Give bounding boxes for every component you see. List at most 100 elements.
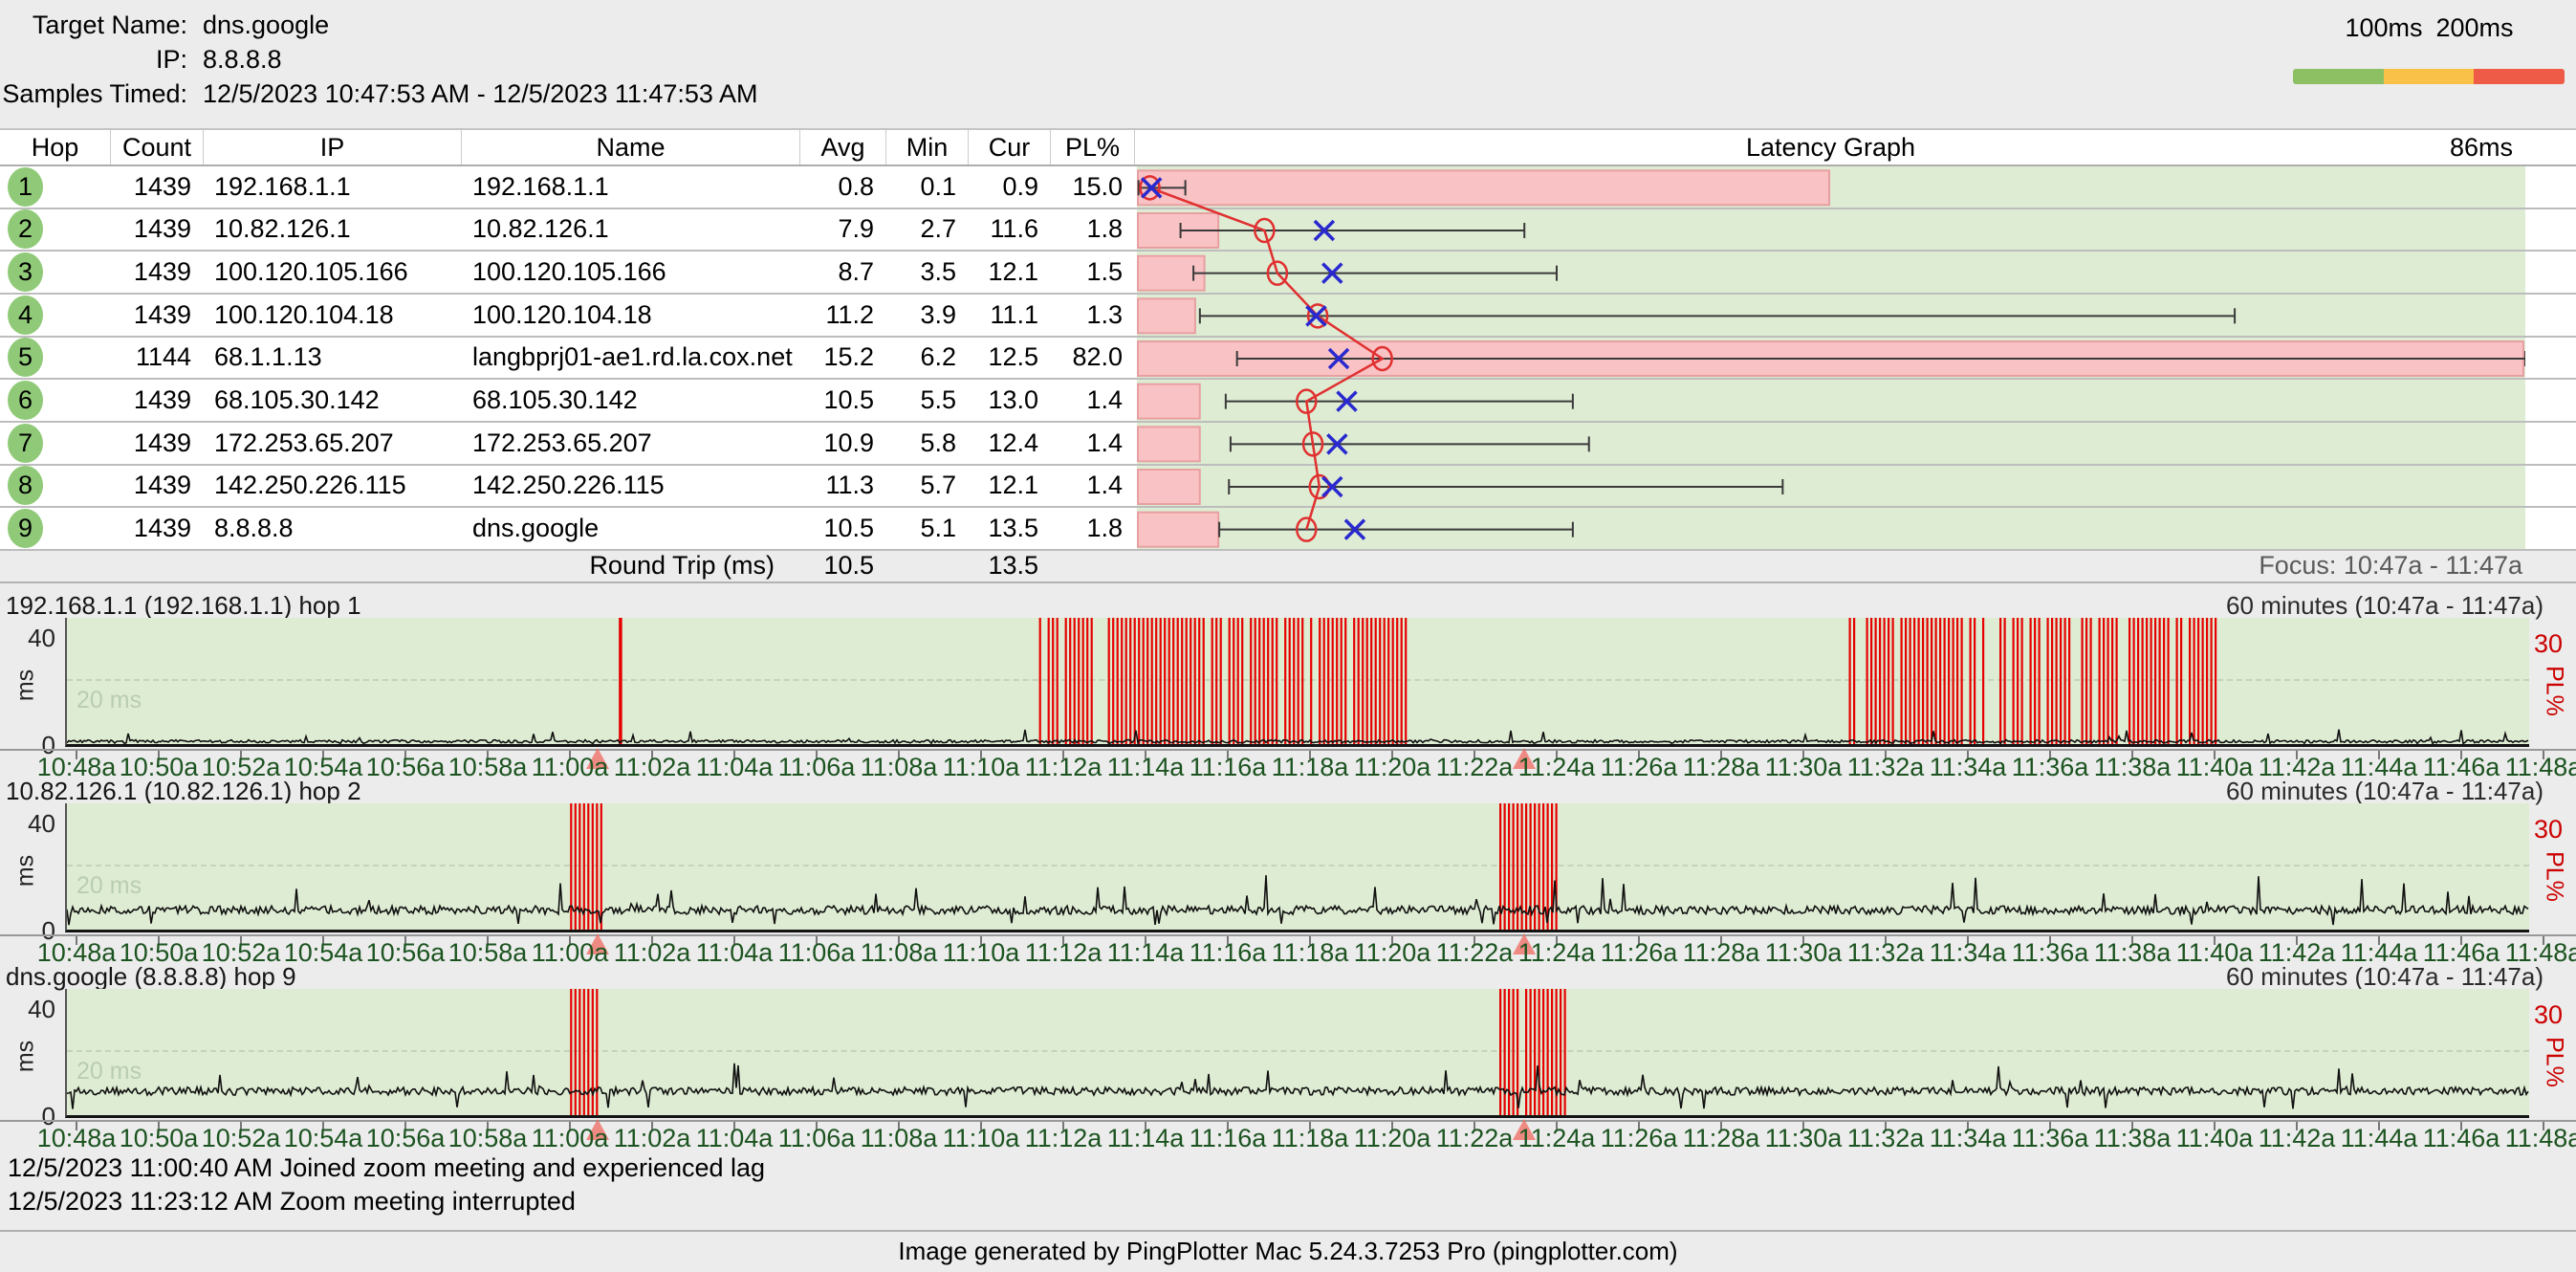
timeline-hop-1[interactable]: 192.168.1.1 (192.168.1.1) hop 1 60 minut… <box>0 591 2576 781</box>
time-tick <box>1062 751 1064 759</box>
hop-row-8[interactable]: 8 1439 142.250.226.115 142.250.226.115 11.3 5… <box>0 465 2576 509</box>
hop-avg: 7.9 <box>838 214 874 244</box>
time-tick <box>2131 1122 2133 1130</box>
annotation-marker-icon[interactable] <box>585 748 609 769</box>
time-tick <box>1145 1122 1146 1130</box>
time-tick <box>2214 751 2216 759</box>
hop-cell: 6 <box>0 380 110 421</box>
time-tick <box>898 936 900 945</box>
hop-cur: 12.1 <box>988 471 1038 500</box>
time-tick-label: 11:24a <box>1517 938 1596 967</box>
hop-cell: 8 <box>0 466 110 507</box>
col-header-avg: Avg <box>799 130 885 164</box>
time-tick <box>158 751 160 759</box>
y-axis-0-label: 0 <box>41 731 55 759</box>
time-tick <box>1145 751 1146 759</box>
hop-row-7[interactable]: 7 1439 172.253.65.207 172.253.65.207 10.9 5.8… <box>0 422 2576 466</box>
time-tick <box>2049 751 2051 759</box>
hop-row-4[interactable]: 4 1439 100.120.104.18 100.120.104.18 11.2 3.9… <box>0 294 2576 338</box>
time-tick-label: 11:32a <box>1846 1124 1925 1152</box>
time-tick <box>1720 1122 1722 1130</box>
hop-row-2[interactable]: 2 1439 10.82.126.1 10.82.126.1 7.9 2.7 11.6 1.8 <box>0 208 2576 252</box>
time-tick-label: 11:20a <box>1353 938 1431 967</box>
latency-graph-title: Latency Graph <box>1745 132 1916 162</box>
time-tick <box>404 751 406 759</box>
time-tick-label: 11:36a <box>2011 1124 2089 1152</box>
time-tick <box>898 1122 900 1130</box>
threshold-20ms-line <box>67 865 2529 866</box>
hop-cur: 11.6 <box>990 214 1038 244</box>
timeline-plot[interactable]: 20 ms <box>65 803 2529 932</box>
time-tick-label: 11:12a <box>1024 1124 1102 1152</box>
samples-timed-value: 12/5/2023 10:47:53 AM - 12/5/2023 11:47:… <box>203 79 758 108</box>
time-tick-label: 10:50a <box>119 938 199 967</box>
timeline-hop-9[interactable]: dns.google (8.8.8.8) hop 9 60 minutes (1… <box>0 962 2576 1152</box>
time-tick <box>322 751 324 759</box>
hop-cur: 12.5 <box>988 342 1038 372</box>
time-tick-label: 11:42a <box>2258 1124 2336 1152</box>
time-tick <box>1474 936 1475 945</box>
hop-row-6[interactable]: 6 1439 68.105.30.142 68.105.30.142 10.5 5.5 13… <box>0 380 2576 423</box>
time-tick-label: 11:18a <box>1271 1124 1349 1152</box>
samples-timed-label: Samples Timed: <box>2 79 187 108</box>
time-tick <box>76 1122 77 1130</box>
time-tick <box>1309 751 1311 759</box>
annotation-marker-icon[interactable] <box>585 1119 609 1140</box>
time-tick <box>1474 751 1475 759</box>
time-tick <box>651 936 653 945</box>
round-trip-avg: 10.5 <box>823 551 874 581</box>
hop-count: 1439 <box>133 514 191 543</box>
focus-range-label: Focus: 10:47a - 11:47a <box>2259 551 2522 581</box>
legend-200ms-label: 200ms <box>2435 13 2514 42</box>
hop-pl: 1.4 <box>1086 471 1123 500</box>
time-tick-label: 11:36a <box>2011 938 2089 967</box>
hop-row-1[interactable]: 1 1439 192.168.1.1 192.168.1.1 0.8 0.1 0.9 15.0 <box>0 166 2576 209</box>
time-tick <box>1556 751 1558 759</box>
hop-table: Hop Count IP Name Avg Min Cur PL% Latenc… <box>0 128 2576 583</box>
hop-table-body: 1 1439 192.168.1.1 192.168.1.1 0.8 0.1 0.9 15.0… <box>0 166 2576 551</box>
time-tick-label: 10:56a <box>365 1124 446 1152</box>
hop-row-5[interactable]: 5 1144 68.1.1.13 langbprj01-ae1.rd.la.cox.n… <box>0 337 2576 381</box>
hop-row-3[interactable]: 3 1439 100.120.105.166 100.120.105.166 8.7 3.… <box>0 252 2576 295</box>
col-header-latency-graph: Latency Graph 86ms <box>1134 130 2576 164</box>
y-axis-ms-label: ms <box>11 1040 39 1073</box>
hop-name: 142.250.226.115 <box>472 471 665 500</box>
y-axis-ms-label: ms <box>11 854 39 888</box>
time-tick-label: 11:06a <box>777 938 856 967</box>
time-tick <box>1227 751 1229 759</box>
time-tick-label: 11:28a <box>1682 753 1760 781</box>
time-tick-label: 11:38a <box>2093 1124 2172 1152</box>
y-axis-0-label: 0 <box>41 1102 55 1130</box>
annotation-marker-icon[interactable] <box>1512 933 1536 954</box>
time-tick <box>1638 751 1640 759</box>
time-tick <box>2460 936 2462 945</box>
time-tick <box>980 1122 982 1130</box>
hop-count: 1439 <box>133 428 191 457</box>
time-tick <box>1391 751 1393 759</box>
hop-pl: 15.0 <box>1072 171 1123 201</box>
time-tick-label: 11:02a <box>613 938 691 967</box>
hop-name: 10.82.126.1 <box>472 214 609 244</box>
hop-row-9[interactable]: 9 1439 8.8.8.8 dns.google 10.5 5.1 13.5 1.8 <box>0 508 2576 551</box>
time-tick <box>816 1122 818 1130</box>
hop-min: 5.7 <box>920 471 956 500</box>
timeline-plot[interactable]: 20 ms <box>65 989 2529 1118</box>
annotation-marker-icon[interactable] <box>1512 748 1536 769</box>
col-header-min: Min <box>885 130 968 164</box>
hop-number-badge: 6 <box>8 381 43 421</box>
hop-number-badge: 3 <box>8 252 43 293</box>
annotation-marker-icon[interactable] <box>585 933 609 954</box>
time-tick-label: 11:18a <box>1271 753 1349 781</box>
time-tick <box>2543 936 2544 945</box>
annotation-marker-icon[interactable] <box>1512 1119 1536 1140</box>
timeline-plot[interactable]: 20 ms <box>65 618 2529 747</box>
time-tick <box>569 1122 571 1130</box>
hop-latency-cell <box>1134 337 2576 379</box>
hop-number-badge: 5 <box>8 338 43 378</box>
hop-latency-cell <box>1134 380 2576 421</box>
hop-avg: 10.5 <box>823 514 874 543</box>
time-tick-label: 11:28a <box>1682 938 1760 967</box>
latency-graph-background <box>1137 465 2525 507</box>
time-tick-label: 11:32a <box>1846 753 1925 781</box>
timeline-hop-2[interactable]: 10.82.126.1 (10.82.126.1) hop 2 60 minut… <box>0 777 2576 967</box>
